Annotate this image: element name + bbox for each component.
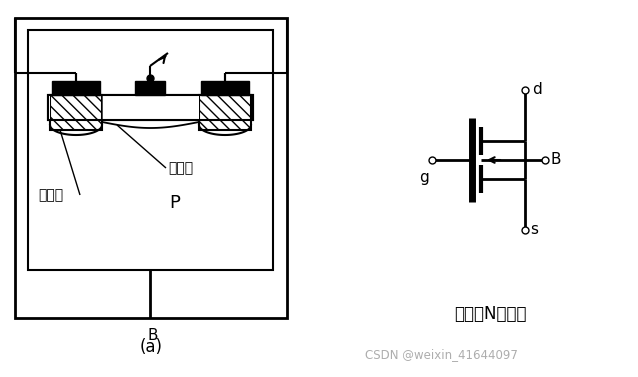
- Text: P: P: [170, 194, 181, 212]
- Text: B: B: [148, 328, 158, 343]
- Bar: [50, 95, 102, 130]
- Text: 耗尽型N沟道管: 耗尽型N沟道管: [454, 305, 526, 323]
- Bar: [48, 95, 253, 120]
- Bar: [28, 30, 273, 270]
- Bar: [201, 81, 249, 95]
- Bar: [102, 95, 199, 120]
- Text: 反型层: 反型层: [168, 161, 193, 175]
- Bar: [48, 95, 50, 120]
- Text: g: g: [419, 170, 429, 185]
- Bar: [48, 95, 253, 120]
- Text: CSDN @weixin_41644097: CSDN @weixin_41644097: [365, 348, 518, 362]
- Text: B: B: [551, 153, 561, 167]
- Bar: [52, 81, 100, 95]
- Bar: [135, 81, 165, 95]
- Text: 耗尽层: 耗尽层: [38, 188, 63, 202]
- Text: d: d: [532, 83, 542, 98]
- Bar: [199, 95, 251, 130]
- Bar: [102, 95, 199, 120]
- Text: (a): (a): [140, 338, 163, 356]
- Bar: [15, 18, 287, 318]
- Text: s: s: [530, 222, 538, 238]
